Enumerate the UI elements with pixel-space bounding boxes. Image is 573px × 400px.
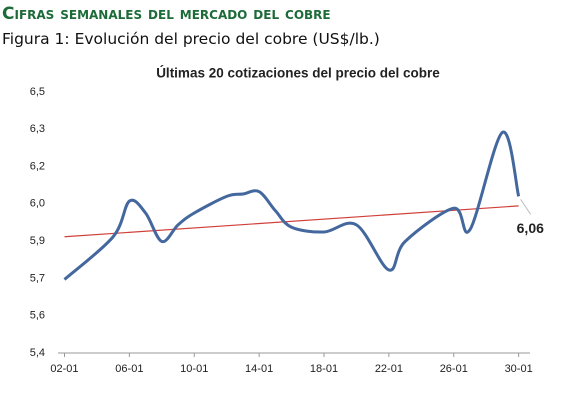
- x-tick-label: 06-01: [115, 363, 143, 375]
- x-tick-label: 22-01: [375, 363, 403, 375]
- trend-line: [64, 205, 519, 238]
- chart-title: Últimas 20 cotizaciones del precio del c…: [156, 66, 440, 81]
- price-line: [63, 130, 521, 281]
- y-tick-label: 6,2: [30, 160, 45, 172]
- subtitle: Figura 1: Evolución del precio del cobre…: [2, 30, 380, 48]
- data-label: 6,06: [517, 220, 544, 236]
- y-tick-label: 5,4: [30, 347, 45, 359]
- x-tick-label: 30-01: [505, 363, 533, 375]
- y-tick-label: 5,7: [30, 272, 45, 284]
- x-tick-label: 26-01: [440, 363, 468, 375]
- label-leader: [520, 199, 532, 215]
- x-tick-label: 10-01: [180, 363, 208, 375]
- y-tick-label: 5,9: [30, 235, 45, 247]
- x-tick-label: 18-01: [310, 363, 338, 375]
- y-tick-label: 6,5: [30, 86, 45, 98]
- x-tick-label: 02-01: [50, 363, 78, 375]
- y-tick-label: 5,6: [30, 310, 45, 322]
- header: Cifras semanales del mercado del cobre: [2, 4, 331, 24]
- x-tick-label: 14-01: [245, 363, 273, 375]
- y-tick-label: 6,3: [30, 123, 45, 135]
- y-tick-label: 6,0: [30, 198, 45, 210]
